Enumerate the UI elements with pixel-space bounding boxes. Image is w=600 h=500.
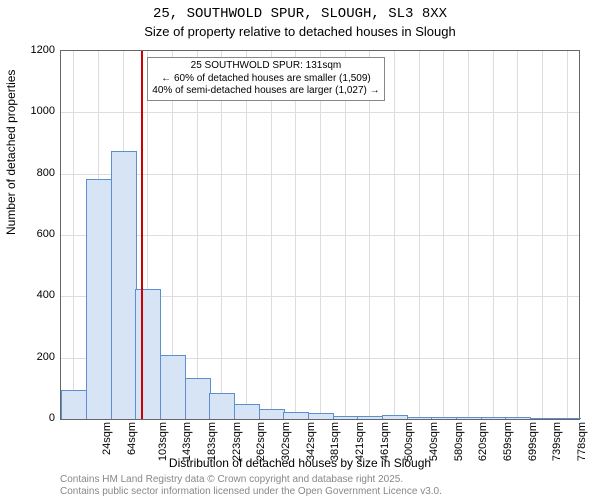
gridline-v bbox=[567, 51, 568, 419]
histogram-bar bbox=[505, 417, 531, 419]
y-tick-label: 200 bbox=[15, 351, 55, 363]
y-tick-label: 0 bbox=[15, 412, 55, 424]
histogram-bar bbox=[185, 378, 211, 419]
histogram-bar bbox=[283, 412, 309, 419]
histogram-bar bbox=[333, 416, 359, 419]
histogram-bar bbox=[555, 418, 581, 419]
histogram-bar bbox=[111, 151, 137, 419]
histogram-bar bbox=[160, 355, 186, 419]
footer-line1: Contains HM Land Registry data © Crown c… bbox=[60, 474, 442, 486]
gridline-v bbox=[394, 51, 395, 419]
annotation-line1: 25 SOUTHWOLD SPUR: 131sqm bbox=[152, 60, 379, 73]
gridline-v bbox=[221, 51, 222, 419]
y-axis-label: Number of detached properties bbox=[4, 70, 18, 235]
y-tick-label: 1200 bbox=[15, 44, 55, 56]
gridline-v bbox=[73, 51, 74, 419]
histogram-bar bbox=[357, 416, 383, 419]
y-tick-label: 600 bbox=[15, 228, 55, 240]
histogram-bar bbox=[382, 415, 408, 419]
y-tick-label: 800 bbox=[15, 167, 55, 179]
gridline-v bbox=[517, 51, 518, 419]
gridline-v bbox=[271, 51, 272, 419]
gridline-v bbox=[493, 51, 494, 419]
y-tick-label: 400 bbox=[15, 289, 55, 301]
chart-title-line2: Size of property relative to detached ho… bbox=[0, 24, 600, 39]
footer-attribution: Contains HM Land Registry data © Crown c… bbox=[60, 474, 442, 498]
gridline-v bbox=[443, 51, 444, 419]
histogram-bar bbox=[209, 393, 235, 419]
histogram-bar bbox=[234, 404, 260, 419]
histogram-bar bbox=[481, 417, 507, 419]
x-tick-label: 24sqm bbox=[101, 422, 113, 455]
annotation-line3: 40% of semi-detached houses are larger (… bbox=[152, 85, 379, 98]
gridline-v bbox=[345, 51, 346, 419]
annotation-box: 25 SOUTHWOLD SPUR: 131sqm← 60% of detach… bbox=[147, 57, 384, 101]
histogram-bar bbox=[530, 418, 556, 419]
x-axis-label: Distribution of detached houses by size … bbox=[0, 456, 600, 470]
plot-area: 25 SOUTHWOLD SPUR: 131sqm← 60% of detach… bbox=[60, 50, 580, 420]
x-tick-label: 64sqm bbox=[126, 422, 138, 455]
gridline-v bbox=[542, 51, 543, 419]
gridline-v bbox=[419, 51, 420, 419]
gridline-v bbox=[246, 51, 247, 419]
property-marker-line bbox=[141, 51, 143, 419]
gridline-v bbox=[369, 51, 370, 419]
histogram-bar bbox=[259, 409, 285, 419]
gridline-v bbox=[295, 51, 296, 419]
histogram-bar bbox=[135, 289, 161, 419]
histogram-bar bbox=[86, 179, 112, 419]
gridline-v bbox=[197, 51, 198, 419]
gridline-v bbox=[468, 51, 469, 419]
chart-container: 25, SOUTHWOLD SPUR, SLOUGH, SL3 8XX Size… bbox=[0, 0, 600, 500]
histogram-bar bbox=[308, 413, 334, 419]
histogram-bar bbox=[61, 390, 87, 419]
histogram-bar bbox=[407, 417, 433, 419]
gridline-v bbox=[320, 51, 321, 419]
histogram-bar bbox=[431, 417, 457, 419]
chart-title-line1: 25, SOUTHWOLD SPUR, SLOUGH, SL3 8XX bbox=[0, 6, 600, 22]
y-tick-label: 1000 bbox=[15, 105, 55, 117]
histogram-bar bbox=[456, 417, 482, 419]
footer-line2: Contains public sector information licen… bbox=[60, 486, 442, 498]
annotation-line2: ← 60% of detached houses are smaller (1,… bbox=[152, 73, 379, 86]
